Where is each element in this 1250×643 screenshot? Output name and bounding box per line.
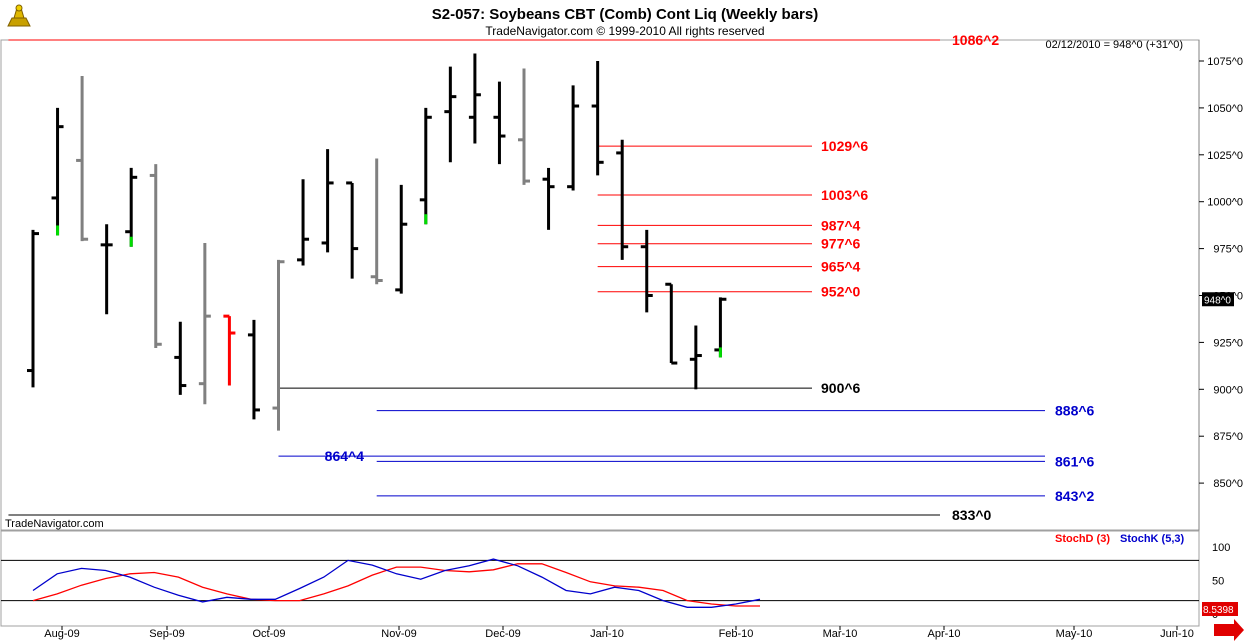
level-label: 864^4	[325, 448, 365, 464]
svg-text:948^0: 948^0	[1204, 295, 1231, 306]
stoch-series-line	[32, 563, 760, 607]
stoch-series-line	[32, 558, 761, 608]
price-bar	[518, 68, 530, 185]
price-bar	[370, 158, 383, 285]
price-bar	[76, 76, 89, 242]
level-label: 1003^6	[821, 187, 868, 203]
chart-title: S2-057: Soybeans CBT (Comb) Cont Liq (We…	[432, 6, 818, 23]
last-bar-info: 02/12/2010 = 948^0 (+31^0)	[1045, 39, 1183, 51]
price-bar	[616, 139, 629, 260]
price-bar	[567, 85, 580, 191]
y-tick-label: 850^0	[1213, 478, 1243, 490]
price-bar	[419, 107, 432, 225]
x-tick-label: Nov-09	[381, 628, 416, 640]
svg-text:8.5398: 8.5398	[1203, 605, 1234, 616]
indicator-panel	[0, 530, 1200, 627]
level-label: 965^4	[821, 259, 861, 275]
x-tick-label: Oct-09	[252, 628, 285, 640]
price-bar	[223, 314, 236, 386]
price-bar	[640, 229, 653, 313]
x-tick-label: Jun-10	[1160, 628, 1194, 640]
price-bar	[51, 107, 64, 236]
price-bar	[174, 321, 187, 395]
stochk-label: StochK (5,3)	[1120, 533, 1185, 545]
price-bar	[149, 164, 162, 349]
price-bar	[321, 149, 334, 253]
indicator-y-label: 100	[1212, 542, 1230, 554]
x-tick-label: Jan-10	[590, 628, 624, 640]
level-label: 833^0	[952, 507, 992, 523]
indicator-y-label: 50	[1212, 576, 1224, 588]
price-bar	[542, 167, 555, 230]
price-bar	[125, 167, 138, 247]
brand-label: TradeNavigator.com	[5, 518, 104, 530]
price-bar	[444, 66, 457, 163]
x-tick-label: Apr-10	[927, 628, 960, 640]
price-bar	[198, 242, 211, 405]
y-tick-label: 1025^0	[1207, 150, 1243, 162]
x-tick-label: Mar-10	[823, 628, 858, 640]
level-label: 1086^2	[952, 32, 999, 48]
y-tick-label: 1075^0	[1207, 56, 1243, 68]
x-tick-label: Aug-09	[44, 628, 79, 640]
chart-subtitle: TradeNavigator.com © 1999-2010 All right…	[485, 24, 764, 38]
indicator-value-tag: 8.5398	[1202, 602, 1238, 616]
level-label: 888^6	[1055, 403, 1095, 419]
y-tick-label: 975^0	[1213, 244, 1243, 256]
level-label: 843^2	[1055, 488, 1095, 504]
level-label: 1029^6	[821, 138, 868, 154]
y-tick-label: 1050^0	[1207, 103, 1243, 115]
price-bar	[272, 259, 285, 431]
level-label: 861^6	[1055, 453, 1095, 469]
x-tick-label: May-10	[1056, 628, 1093, 640]
price-bar	[100, 224, 113, 315]
price-bar	[468, 53, 481, 144]
price-bar	[247, 319, 260, 420]
price-bar	[395, 184, 408, 294]
scroll-right-arrow[interactable]	[1214, 619, 1244, 641]
x-tick-label: Dec-09	[485, 628, 520, 640]
stochd-label: StochD (3)	[1055, 533, 1110, 545]
x-tick-label: Feb-10	[719, 628, 754, 640]
price-tag: 948^0	[1202, 292, 1234, 307]
price-bar	[714, 297, 727, 358]
level-label: 900^6	[821, 380, 861, 396]
price-bar	[346, 181, 359, 279]
level-label: 952^0	[821, 284, 861, 300]
y-tick-label: 925^0	[1213, 337, 1243, 349]
price-bar	[27, 229, 39, 388]
y-tick-label: 1000^0	[1207, 197, 1243, 209]
y-tick-label: 875^0	[1213, 431, 1243, 443]
y-tick-label: 900^0	[1213, 384, 1243, 396]
x-tick-label: Sep-09	[149, 628, 184, 640]
price-bar	[297, 179, 310, 266]
price-bar	[689, 325, 702, 390]
app-logo[interactable]	[2, 2, 36, 32]
level-label: 977^6	[821, 236, 861, 252]
level-label: 987^4	[821, 217, 861, 233]
price-bar	[591, 61, 604, 176]
price-bar	[665, 282, 678, 365]
price-bar	[493, 81, 506, 165]
